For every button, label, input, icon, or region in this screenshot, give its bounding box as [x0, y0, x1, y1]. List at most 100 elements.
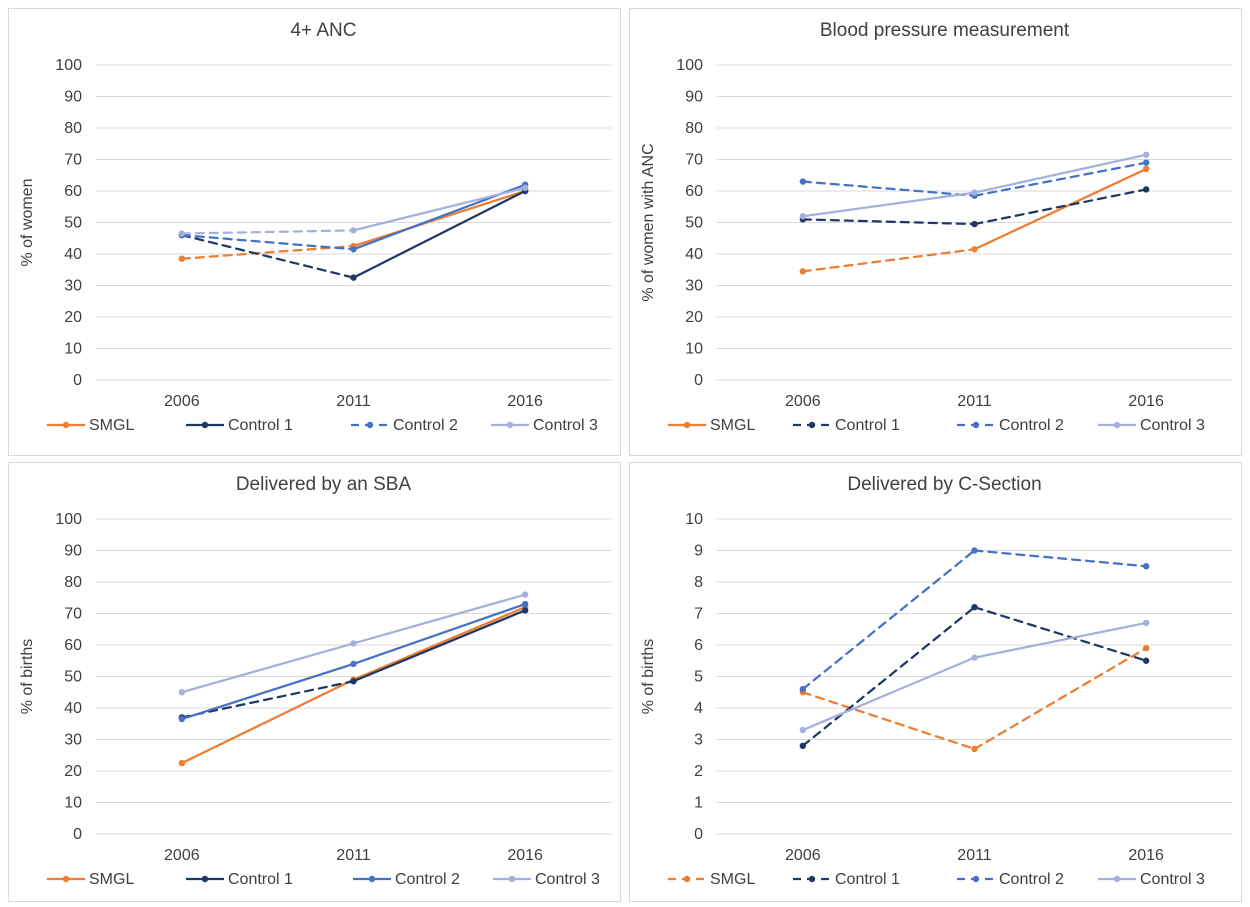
x-tick-label: 2016: [507, 393, 543, 410]
y-tick-label: 60: [685, 183, 703, 200]
data-point: [971, 547, 978, 554]
series-line-segment: [973, 621, 1148, 659]
data-point: [1142, 151, 1150, 158]
series-line-segment: [801, 180, 976, 197]
data-point: [971, 604, 978, 611]
chart-title: Delivered by an SBA: [236, 474, 412, 495]
data-point: [799, 685, 807, 693]
series-line-segment: [352, 593, 527, 645]
x-tick-label: 2016: [1128, 393, 1164, 410]
y-tick-label: 6: [694, 637, 703, 654]
data-point: [1142, 159, 1150, 166]
y-tick-label: 1: [694, 795, 703, 812]
y-tick-label: 20: [64, 309, 82, 326]
legend-label: Control 2: [999, 871, 1064, 888]
data-point: [1142, 563, 1150, 570]
chart-anc-svg: 4+ ANC 0 10 20 30 40 50 60 70 80 90 100 % of women 20…: [19, 20, 611, 434]
data-point: [799, 268, 807, 275]
series-line-segment: [352, 606, 527, 681]
chart-csection-svg: Delivered by C-Section 0 1 2 3 4 5 6 7 8 9 10 % of b…: [640, 474, 1232, 888]
data-point: [178, 759, 186, 767]
data-point: [1142, 186, 1150, 193]
series-line-segment: [180, 233, 355, 279]
series-line-segment: [352, 189, 527, 279]
series-line-segment: [180, 229, 355, 235]
y-tick-label: 80: [685, 120, 703, 137]
series-line-segment: [180, 678, 355, 765]
series-line-segment: [180, 662, 355, 721]
series-line-segment: [973, 647, 1148, 751]
legend-swatch-marker: [972, 421, 980, 429]
legend-swatch-marker: [1113, 875, 1121, 883]
y-tick-label: 5: [694, 669, 703, 686]
legend-swatch-marker: [366, 421, 374, 429]
series-line-segment: [180, 680, 355, 719]
legend-swatch-marker: [506, 421, 514, 429]
chart-title: Delivered by C-Section: [847, 474, 1041, 495]
legend-label: Control 1: [835, 871, 900, 888]
legend-label: Control 1: [228, 417, 293, 434]
legend-swatch-marker: [683, 421, 691, 429]
series-line-segment: [352, 609, 527, 683]
data-point: [521, 184, 529, 192]
y-axis-label: % of births: [19, 639, 36, 715]
y-tick-label: 50: [64, 215, 82, 232]
y-tick-label: 80: [64, 120, 82, 137]
y-tick-label: 9: [694, 543, 703, 560]
data-point: [521, 600, 529, 608]
data-point: [971, 246, 978, 253]
series-line-segment: [352, 186, 527, 232]
series-line-segment: [973, 167, 1148, 251]
data-point: [178, 689, 186, 696]
data-point: [971, 189, 978, 196]
y-tick-label: 20: [64, 763, 82, 780]
x-tick-label: 2006: [785, 847, 821, 864]
series-line-segment: [801, 691, 976, 751]
legend-swatch-marker: [201, 421, 209, 429]
legend-swatch-marker: [1113, 421, 1121, 429]
data-point: [971, 745, 978, 753]
data-point: [178, 230, 186, 237]
series-line-segment: [801, 656, 976, 732]
chart-title: 4+ ANC: [290, 20, 356, 41]
series-line-segment: [801, 218, 976, 226]
y-tick-label: 30: [64, 732, 82, 749]
chart-title: Blood pressure measurement: [820, 20, 1070, 41]
y-tick-label: 90: [685, 89, 703, 106]
legend-swatch-marker: [808, 421, 816, 429]
y-tick-label: 8: [694, 574, 703, 591]
y-tick-label: 0: [694, 826, 703, 843]
y-tick-label: 3: [694, 732, 703, 749]
y-tick-label: 7: [694, 606, 703, 623]
chart-panel-csection: Delivered by C-Section 0 1 2 3 4 5 6 7 8 9 10 % of b…: [629, 462, 1242, 902]
y-tick-label: 80: [64, 574, 82, 591]
x-tick-label: 2016: [1128, 847, 1164, 864]
y-tick-label: 30: [685, 278, 703, 295]
legend-label: Control 1: [228, 871, 293, 888]
legend-label: SMGL: [710, 417, 755, 434]
x-tick-label: 2006: [164, 847, 200, 864]
y-tick-label: 70: [685, 152, 703, 169]
y-tick-label: 70: [64, 606, 82, 623]
data-point: [799, 726, 807, 734]
y-tick-label: 10: [64, 341, 82, 358]
y-tick-label: 20: [685, 309, 703, 326]
y-tick-label: 70: [64, 152, 82, 169]
data-point: [1142, 657, 1150, 664]
series-line-segment: [180, 233, 355, 251]
series-line-segment: [973, 549, 1148, 568]
legend-swatch-marker: [368, 875, 376, 883]
chart-panel-sba: Delivered by an SBA 0 10 20 30 40 50 60 70 80 90 10…: [8, 462, 621, 902]
y-tick-label: 60: [64, 183, 82, 200]
y-tick-label: 100: [55, 511, 82, 528]
legend-label: Control 3: [1140, 871, 1205, 888]
chart-blood-pressure-svg: Blood pressure measurement 0 10 20 30 40 50 60 7…: [640, 20, 1232, 434]
legend-label: Control 3: [1140, 417, 1205, 434]
data-point: [350, 660, 357, 668]
y-tick-label: 0: [73, 826, 82, 843]
legend-label: SMGL: [89, 417, 134, 434]
x-tick-label: 2006: [164, 393, 200, 410]
legend-swatch-marker: [201, 875, 209, 883]
y-tick-label: 10: [685, 341, 703, 358]
data-point: [971, 654, 978, 661]
